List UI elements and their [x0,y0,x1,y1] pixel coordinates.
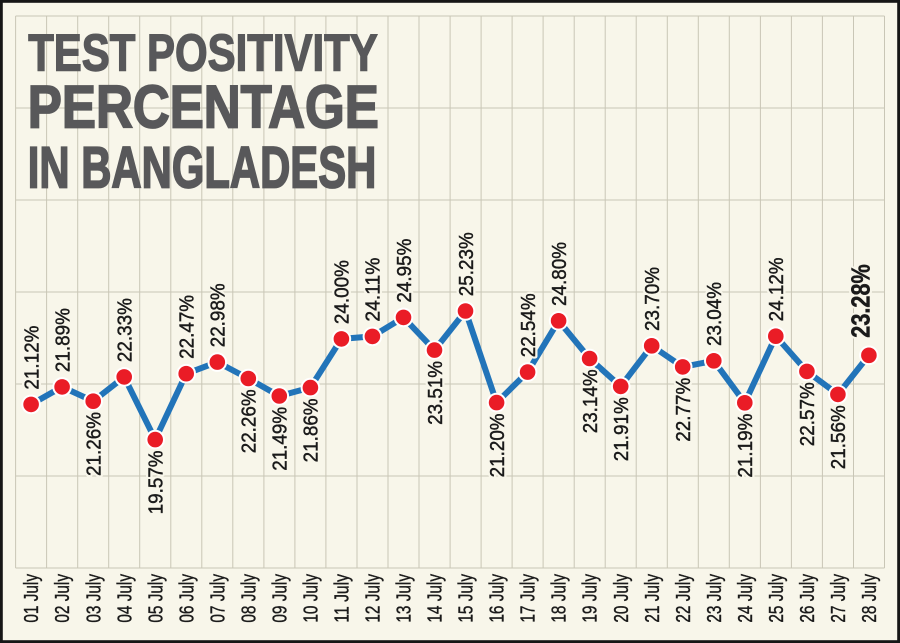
svg-text:21.26%: 21.26% [83,412,106,476]
svg-text:24 July: 24 July [735,573,757,622]
svg-text:19.57%: 19.57% [145,450,168,514]
svg-text:26 July: 26 July [797,573,819,622]
svg-text:21.20%: 21.20% [486,413,509,477]
svg-text:25 July: 25 July [766,573,788,622]
svg-text:24.11%: 24.11% [362,258,385,322]
svg-text:06 July: 06 July [176,573,198,622]
svg-text:11 July: 11 July [332,573,354,622]
svg-text:05 July: 05 July [145,573,167,622]
svg-text:20 July: 20 July [611,573,633,622]
svg-text:24.12%: 24.12% [765,257,788,321]
svg-text:21.89%: 21.89% [51,308,74,372]
svg-text:21.12%: 21.12% [20,326,43,390]
svg-text:21.20%: 21.20% [486,413,509,477]
svg-text:21.89%: 21.89% [51,308,74,372]
svg-text:21.56%: 21.56% [827,405,850,469]
svg-text:23.28%: 23.28% [848,264,876,338]
svg-text:22.77%: 22.77% [672,378,695,442]
svg-text:27 July: 27 July [828,573,850,622]
svg-text:16 July: 16 July [487,573,509,622]
svg-text:21.91%: 21.91% [610,397,633,461]
svg-text:25.23%: 25.23% [455,232,478,296]
svg-text:24.80%: 24.80% [548,242,571,306]
svg-text:22 July: 22 July [673,573,695,622]
svg-text:15 July: 15 July [456,573,478,622]
svg-text:02 July: 02 July [52,573,74,622]
svg-text:08 July: 08 July [238,573,260,622]
svg-text:22.33%: 22.33% [114,298,137,362]
svg-text:22.77%: 22.77% [672,378,695,442]
svg-text:17 July: 17 July [518,573,540,622]
svg-text:23 July: 23 July [704,573,726,622]
svg-text:22.47%: 22.47% [176,295,199,359]
svg-text:21 July: 21 July [642,573,664,622]
svg-text:23.14%: 23.14% [579,369,602,433]
svg-text:23.51%: 23.51% [424,361,447,425]
svg-text:21.86%: 21.86% [300,398,323,462]
svg-text:22.33%: 22.33% [114,298,137,362]
svg-text:PERCENTAGE: PERCENTAGE [28,73,379,141]
svg-text:23.04%: 23.04% [703,282,726,346]
svg-text:23.51%: 23.51% [424,361,447,425]
svg-text:25.23%: 25.23% [455,232,478,296]
svg-text:22.57%: 22.57% [796,382,819,446]
svg-text:21.49%: 21.49% [269,407,292,471]
svg-text:19 July: 19 July [580,573,602,622]
svg-text:24.11%: 24.11% [362,258,385,322]
svg-text:21.49%: 21.49% [269,407,292,471]
svg-text:09 July: 09 July [269,573,291,622]
svg-text:22.54%: 22.54% [517,293,540,357]
svg-text:22.54%: 22.54% [517,293,540,357]
svg-text:24.00%: 24.00% [331,260,354,324]
svg-text:21.86%: 21.86% [300,398,323,462]
svg-text:24.12%: 24.12% [765,257,788,321]
svg-text:23.04%: 23.04% [703,282,726,346]
svg-text:24.95%: 24.95% [393,239,416,303]
svg-text:19.57%: 19.57% [145,450,168,514]
svg-text:22.98%: 22.98% [207,283,230,347]
svg-text:13 July: 13 July [394,573,416,622]
svg-text:24.95%: 24.95% [393,239,416,303]
svg-text:TEST POSITIVITY: TEST POSITIVITY [28,24,378,82]
svg-text:03 July: 03 July [83,573,105,622]
svg-text:22.98%: 22.98% [207,283,230,347]
svg-text:23.14%: 23.14% [579,369,602,433]
svg-text:23.70%: 23.70% [641,267,664,331]
svg-text:22.57%: 22.57% [796,382,819,446]
svg-text:28 July: 28 July [859,573,881,622]
svg-text:21.12%: 21.12% [20,326,43,390]
svg-text:04 July: 04 July [114,573,136,622]
svg-text:01 July: 01 July [21,573,43,622]
svg-text:23.28%: 23.28% [848,264,876,338]
svg-text:24.00%: 24.00% [331,260,354,324]
svg-text:12 July: 12 July [363,573,385,622]
svg-text:21.26%: 21.26% [83,412,106,476]
svg-text:10 July: 10 July [301,573,323,622]
svg-text:21.19%: 21.19% [734,414,757,478]
svg-text:22.26%: 22.26% [238,389,261,453]
svg-text:24.80%: 24.80% [548,242,571,306]
svg-text:22.26%: 22.26% [238,389,261,453]
svg-text:07 July: 07 July [207,573,229,622]
svg-text:IN BANGLADESH: IN BANGLADESH [28,136,377,201]
svg-text:21.91%: 21.91% [610,397,633,461]
svg-text:22.47%: 22.47% [176,295,199,359]
svg-text:23.70%: 23.70% [641,267,664,331]
svg-text:21.56%: 21.56% [827,405,850,469]
svg-text:14 July: 14 July [425,573,447,622]
svg-text:21.19%: 21.19% [734,414,757,478]
svg-text:18 July: 18 July [549,573,571,622]
